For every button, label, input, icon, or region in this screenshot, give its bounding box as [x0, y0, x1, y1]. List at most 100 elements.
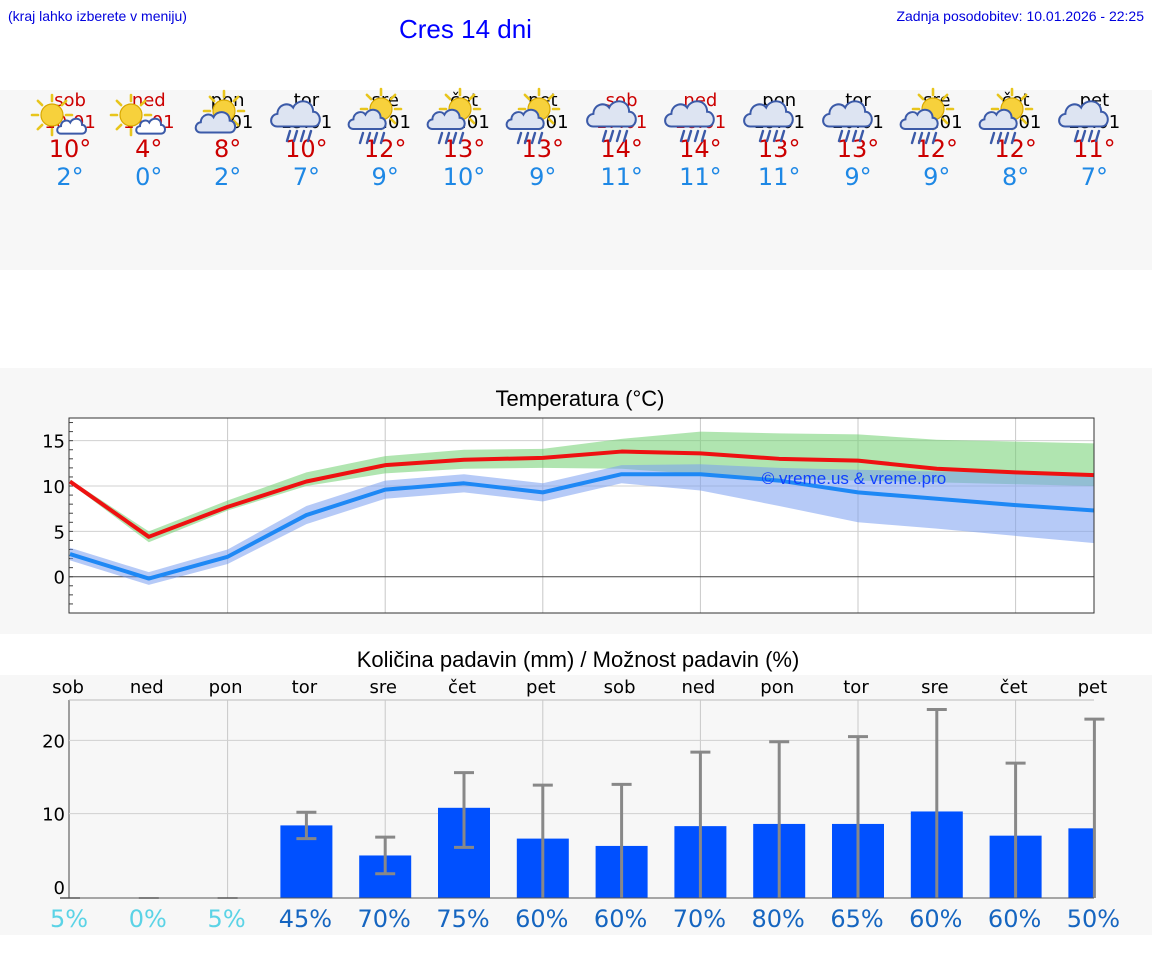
precipitation-day-label: pon — [760, 677, 794, 698]
partly-cloudy-icon — [194, 89, 245, 134]
precipitation-probability: 60% — [515, 905, 568, 933]
min-temperature: 9° — [844, 163, 872, 191]
cloud-rain-icon — [270, 100, 322, 143]
temperature-y-tick-label: 15 — [42, 432, 65, 453]
sun-cloud-rain-icon — [899, 87, 955, 145]
day-column: čet15.0113°10° — [424, 87, 504, 191]
precipitation-day-label: pet — [526, 677, 556, 698]
max-temperature: 13° — [442, 135, 486, 163]
min-temperature-line — [69, 472, 1095, 581]
precipitation-probability: 65% — [830, 905, 883, 933]
last-updated: Zadnja posodobitev: 10.01.2026 - 22:25 — [896, 8, 1144, 24]
min-temperature: 7° — [292, 163, 321, 191]
max-temperature: 10° — [48, 135, 92, 163]
precipitation-probability: 50% — [1067, 905, 1120, 933]
cloud-rain-icon — [585, 100, 637, 143]
day-column: pon19.0113°11° — [739, 90, 819, 191]
temperature-y-tick-label: 10 — [42, 477, 65, 498]
max-temperature: 13° — [757, 135, 801, 163]
precipitation-probability: 80% — [752, 905, 805, 933]
max-temperature: 10° — [285, 135, 328, 163]
day-column: ned18.0114°11° — [660, 90, 740, 191]
precipitation-probability: 60% — [988, 905, 1041, 933]
precipitation-probability: 70% — [358, 905, 411, 933]
day-column: sre14.0112°9° — [345, 87, 425, 191]
precipitation-day-label: ned — [681, 677, 715, 698]
day-column: pon12.018°2° — [188, 89, 268, 191]
day-column: pet16.0113°9° — [503, 87, 583, 191]
sun-cloud-icon — [30, 93, 87, 137]
precipitation-y-tick-label: 0 — [54, 878, 65, 899]
temperature-chart-title: Temperatura (°C) — [495, 386, 665, 411]
precipitation-day-label: sob — [52, 677, 84, 698]
max-temperature: 12° — [363, 135, 407, 163]
precipitation-chart-title: Količina padavin (mm) / Možnost padavin … — [356, 647, 800, 672]
page-title: Cres 14 dni — [399, 14, 532, 44]
min-temperature: 11° — [757, 163, 801, 191]
day-column: sre21.0112°9° — [897, 87, 977, 191]
precipitation-probability: 5% — [50, 905, 88, 933]
precipitation-day-label: sre — [921, 677, 948, 698]
precipitation-day-label: tor — [292, 677, 318, 698]
min-temperature: 8° — [1001, 163, 1030, 191]
min-temperature: 2° — [56, 163, 84, 191]
day-column: pet23.0111°7° — [1054, 90, 1134, 191]
precipitation-day-label: ned — [130, 677, 164, 698]
sun-cloud-rain-icon — [426, 87, 482, 145]
day-column: čet22.0112°8° — [976, 87, 1056, 191]
min-temperature: 11° — [600, 163, 643, 191]
precipitation-y-tick-label: 20 — [42, 731, 65, 752]
min-temperature: 11° — [679, 163, 722, 191]
sun-cloud-rain-icon — [505, 87, 561, 145]
max-temperature: 4° — [135, 135, 163, 163]
precipitation-day-label: sre — [369, 677, 396, 698]
precipitation-day-label: tor — [843, 677, 869, 698]
sun-cloud-rain-icon — [978, 87, 1033, 145]
max-temperature: 12° — [915, 135, 959, 163]
location-hint: (kraj lahko izberete v meniju) — [8, 8, 187, 24]
precipitation-probability: 75% — [436, 905, 489, 933]
precipitation-y-tick-label: 10 — [42, 805, 65, 826]
day-column: sob17.0114°11° — [582, 90, 662, 191]
min-temperature: 9° — [529, 163, 557, 191]
max-temperature: 13° — [521, 135, 565, 163]
precipitation-probability: 0% — [129, 905, 167, 933]
precipitation-probability: 60% — [594, 905, 647, 933]
precipitation-probability: 70% — [673, 905, 726, 933]
max-temperature: 13° — [836, 135, 880, 163]
min-temperature: 0° — [135, 163, 163, 191]
cloud-rain-icon — [1058, 100, 1110, 143]
cloud-rain-icon — [743, 100, 794, 143]
max-temperature: 11° — [1073, 135, 1116, 163]
max-temperature: 12° — [994, 135, 1037, 163]
temperature-plot-border — [68, 417, 1095, 614]
cloud-rain-icon — [664, 100, 716, 143]
precipitation-day-label: čet — [1000, 677, 1028, 698]
day-column: tor20.0113°9° — [818, 90, 898, 191]
temperature-y-tick-label: 0 — [54, 568, 65, 589]
sun-cloud-icon — [109, 93, 166, 137]
precipitation-bar — [1068, 828, 1094, 898]
precipitation-probability: 60% — [909, 905, 962, 933]
precipitation-day-label: čet — [448, 677, 476, 698]
min-temperature: 9° — [923, 163, 951, 191]
temperature-y-tick-label: 5 — [54, 522, 65, 543]
max-temperature: 14° — [600, 135, 643, 163]
min-temperature: 9° — [371, 163, 399, 191]
min-temperature: 10° — [442, 163, 486, 191]
precipitation-day-label: pon — [209, 677, 243, 698]
sun-cloud-rain-icon — [347, 87, 403, 145]
daily-forecast-panel — [0, 90, 1152, 270]
cloud-rain-icon — [822, 100, 873, 143]
precipitation-day-label: pet — [1078, 677, 1108, 698]
min-temperature: 7° — [1080, 163, 1109, 191]
min-temperature-band — [70, 464, 1095, 585]
max-temperature-line — [68, 449, 1095, 539]
max-temperature: 14° — [679, 135, 722, 163]
precipitation-probability: 5% — [208, 905, 246, 933]
precipitation-day-label: sob — [604, 677, 636, 698]
watermark-text: © vreme.us & vreme.pro — [762, 469, 946, 488]
